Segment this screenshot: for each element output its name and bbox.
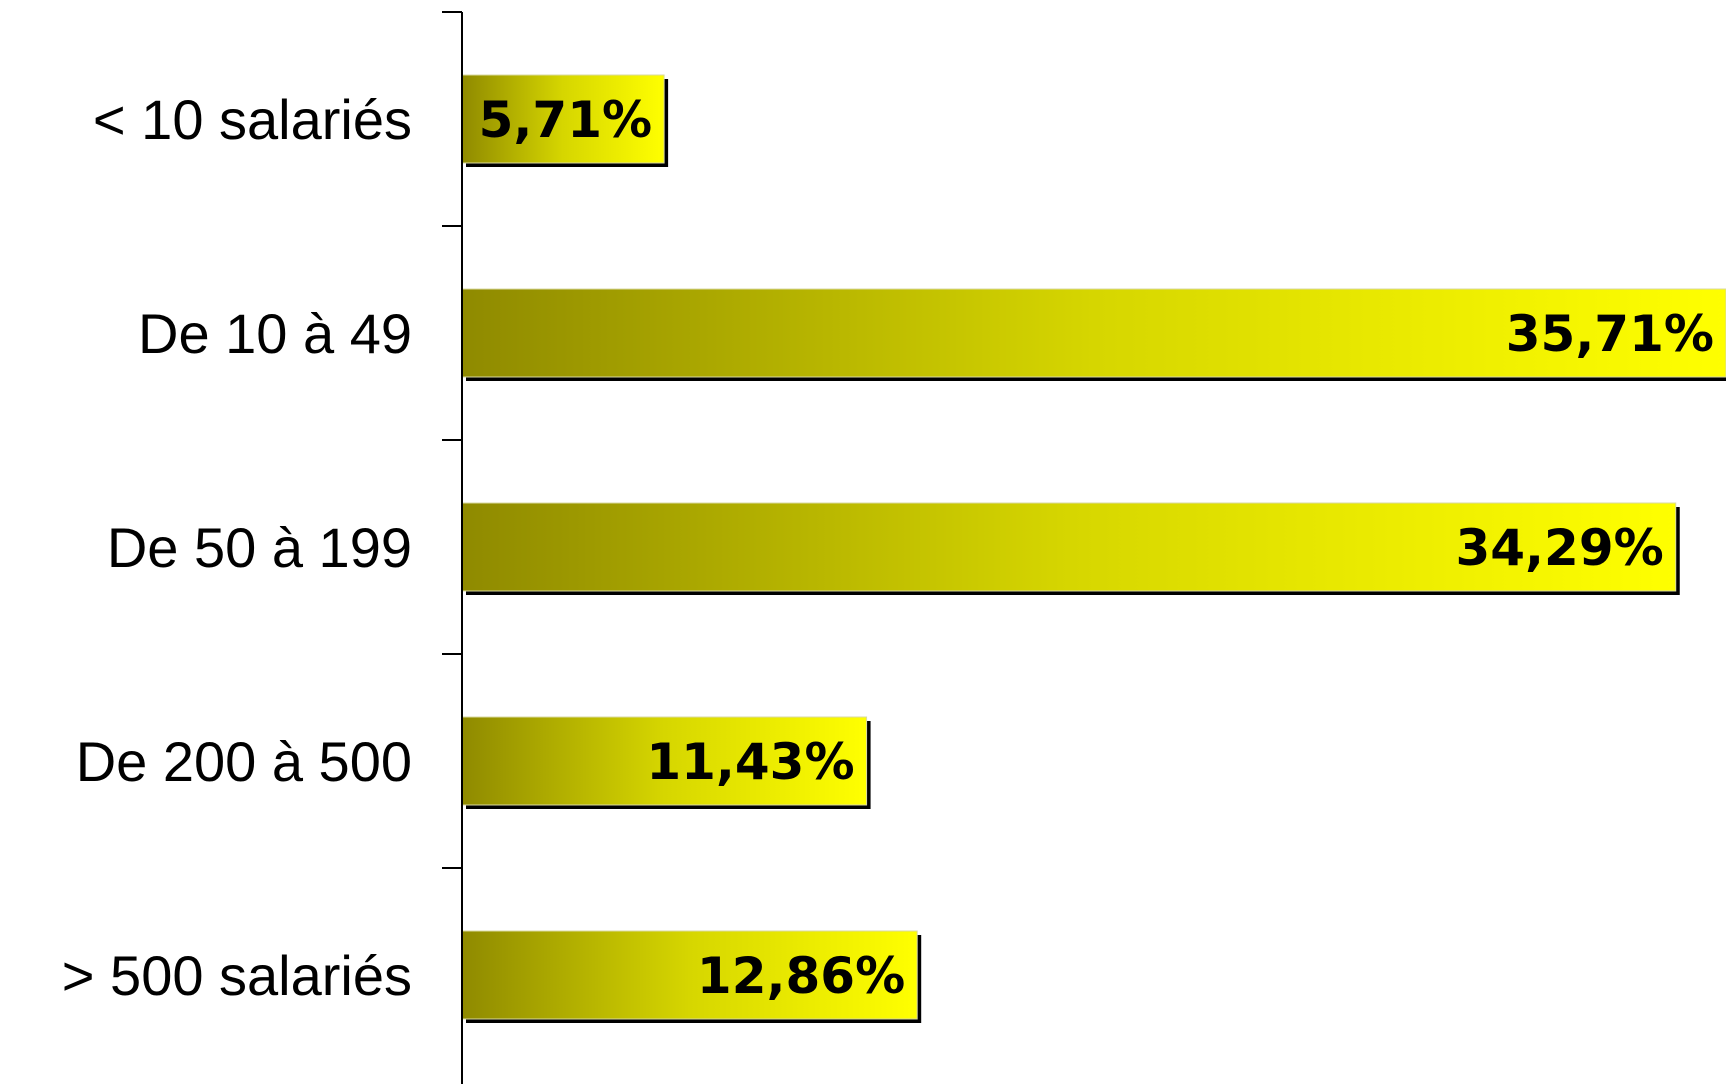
- bar: [461, 74, 665, 164]
- bar: [461, 716, 868, 806]
- data-label: 5,71%: [479, 91, 652, 149]
- bar: [461, 930, 918, 1020]
- category-tick-label: De 50 à 199: [107, 516, 412, 579]
- category-tick-label: > 500 salariés: [62, 944, 412, 1007]
- bar: [461, 288, 1726, 378]
- bar: [461, 502, 1677, 592]
- bars-group: [461, 74, 1726, 1023]
- labels-group: < 10 salariés 5,71% De 10 à 49 35,71% De 50 …: [62, 88, 1714, 1007]
- data-label: 11,43%: [646, 733, 854, 791]
- data-label: 12,86%: [697, 947, 905, 1005]
- category-tick-label: De 10 à 49: [138, 302, 412, 365]
- data-label: 35,71%: [1506, 305, 1714, 363]
- category-axis: [442, 11, 463, 1084]
- data-label: 34,29%: [1455, 519, 1663, 577]
- category-tick-label: < 10 salariés: [93, 88, 412, 151]
- category-tick-label: De 200 à 500: [76, 730, 412, 793]
